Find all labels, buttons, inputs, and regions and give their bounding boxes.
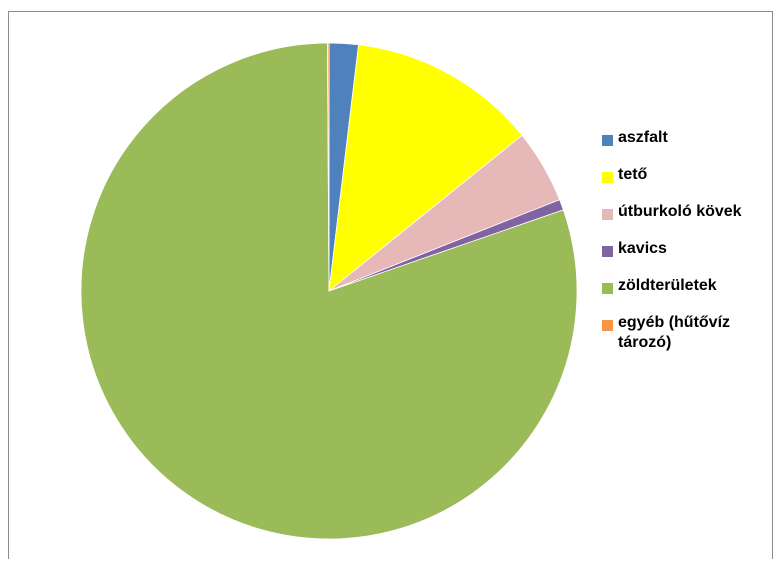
legend-swatch-icon <box>602 135 613 146</box>
pie-slice-teto <box>328 44 523 292</box>
legend-item-aszfalt: aszfalt <box>602 128 762 165</box>
legend-item-utburkolo-kovek: útburkoló kövek <box>602 202 762 239</box>
legend-label: útburkoló kövek <box>618 203 742 220</box>
chart-legend: aszfalt tető útburkoló kövek kavics zöld… <box>602 128 762 351</box>
legend-label: zöldterületek <box>618 277 717 294</box>
legend-item-egyeb: egyéb (hűtővíz tározó) <box>602 313 762 351</box>
pie-slice-egyeb-hutoviz-tarozo <box>327 42 330 292</box>
legend-item-zoldteruletek: zöldterületek <box>602 276 762 313</box>
legend-swatch-icon <box>602 246 613 257</box>
legend-label: tető <box>618 166 648 183</box>
legend-swatch-icon <box>602 320 613 331</box>
legend-label: kavics <box>618 240 667 257</box>
legend-item-kavics: kavics <box>602 239 762 276</box>
legend-label: aszfalt <box>618 129 668 146</box>
legend-swatch-icon <box>602 283 613 294</box>
legend-swatch-icon <box>602 209 613 220</box>
legend-item-teto: tető <box>602 165 762 202</box>
legend-label: egyéb (hűtővíz tározó) <box>618 314 731 351</box>
legend-swatch-icon <box>602 172 613 183</box>
